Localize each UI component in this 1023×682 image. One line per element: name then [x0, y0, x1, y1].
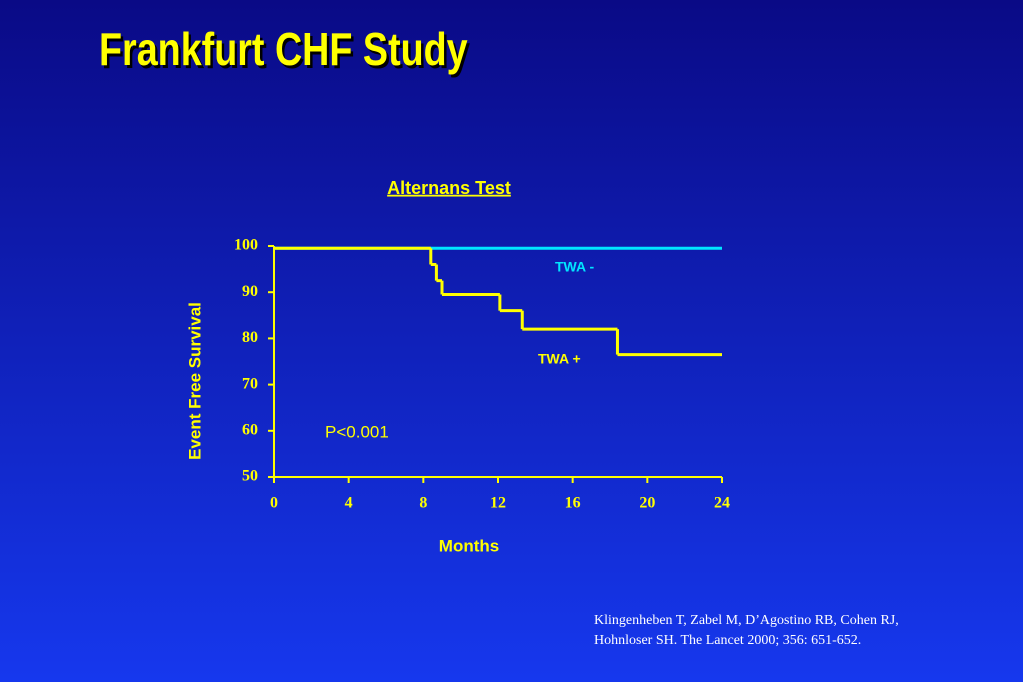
- slide-title: Frankfurt CHF Study: [99, 24, 468, 75]
- x-tick-label: 4: [345, 495, 353, 512]
- x-tick-label: 20: [639, 495, 655, 512]
- series-label: TWA +: [538, 351, 581, 367]
- y-tick-label: 80: [242, 329, 258, 346]
- citation: Hohnloser SH. The Lancet 2000; 356: 651-…: [594, 633, 861, 648]
- title-shadow: Frankfurt CHF Study: [101, 27, 470, 78]
- y-tick-label: 90: [242, 283, 258, 300]
- x-tick-label: 8: [419, 495, 427, 512]
- x-tick-label: 16: [565, 495, 581, 512]
- x-axis-label: Months: [439, 536, 499, 555]
- citation: Klingenheben T, Zabel M, D’Agostino RB, …: [594, 613, 899, 628]
- x-tick-label: 12: [490, 495, 506, 512]
- y-tick-label: 100: [234, 237, 258, 254]
- y-tick-label: 70: [242, 375, 258, 392]
- y-tick-label: 50: [242, 468, 258, 485]
- x-tick-label: 0: [270, 495, 278, 512]
- y-tick-label: 60: [242, 421, 258, 438]
- series-label: TWA -: [555, 259, 594, 275]
- y-axis-label: Event Free Survival: [185, 302, 204, 460]
- x-tick-label: 24: [714, 495, 730, 512]
- chart-title: Alternans Test: [387, 178, 511, 198]
- annotation: P<0.001: [325, 422, 389, 441]
